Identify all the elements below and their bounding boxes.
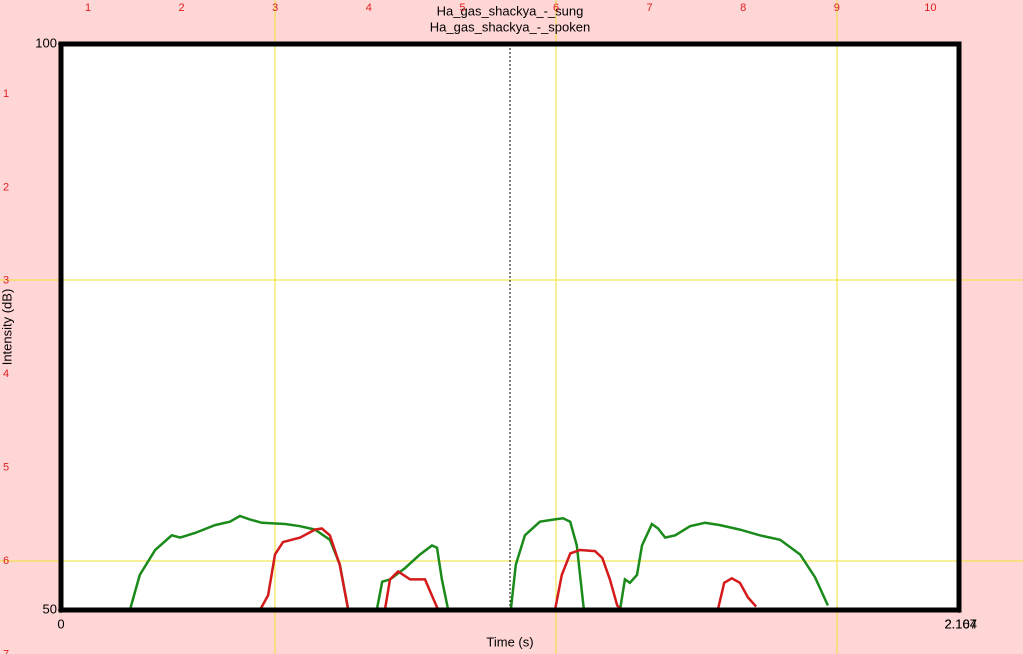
y-tick-label: 50 xyxy=(43,601,57,616)
ruler-label: 9 xyxy=(834,2,840,14)
x-axis-label: Time (s) xyxy=(486,634,533,649)
x-tick-label: 0 xyxy=(57,616,64,631)
ruler-label: 1 xyxy=(85,2,91,14)
ruler-label: 5 xyxy=(459,2,465,14)
chart-title: Ha_gas_shackya_-_sung xyxy=(437,3,584,18)
ruler-label: 4 xyxy=(366,2,372,14)
ruler-label: 1 xyxy=(3,88,9,100)
ruler-label: 8 xyxy=(740,2,746,14)
ruler-label: 5 xyxy=(3,462,9,474)
marks xyxy=(128,44,830,611)
ruler-label: 3 xyxy=(272,2,278,14)
x-tick-label: 2.107 xyxy=(944,616,977,631)
ruler-label: 2 xyxy=(3,181,9,193)
ruler-label: 7 xyxy=(647,2,653,14)
intensity-line xyxy=(128,514,830,611)
ruler-label: 4 xyxy=(3,368,9,380)
chart-title: Ha_gas_shackya_-_spoken xyxy=(430,19,590,34)
x-tick-label: 2.164 xyxy=(944,616,977,631)
ruler-label: 10 xyxy=(924,2,936,14)
ruler-label: 7 xyxy=(3,648,9,654)
y-tick-label: 100 xyxy=(35,35,57,50)
plot-frame xyxy=(58,41,962,613)
plot-area xyxy=(61,44,959,610)
intensity-line xyxy=(258,527,758,611)
ruler-label: 6 xyxy=(553,2,559,14)
ruler-label: 6 xyxy=(3,555,9,567)
ruler-label: 2 xyxy=(179,2,185,14)
y-axis-label: Intensity (dB) xyxy=(0,289,14,366)
ruler-label: 3 xyxy=(3,275,9,287)
